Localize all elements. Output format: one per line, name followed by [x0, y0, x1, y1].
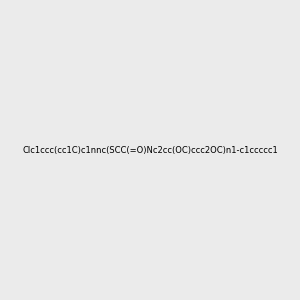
- Text: Clc1ccc(cc1C)c1nnc(SCC(=O)Nc2cc(OC)ccc2OC)n1-c1ccccc1: Clc1ccc(cc1C)c1nnc(SCC(=O)Nc2cc(OC)ccc2O…: [22, 146, 278, 154]
